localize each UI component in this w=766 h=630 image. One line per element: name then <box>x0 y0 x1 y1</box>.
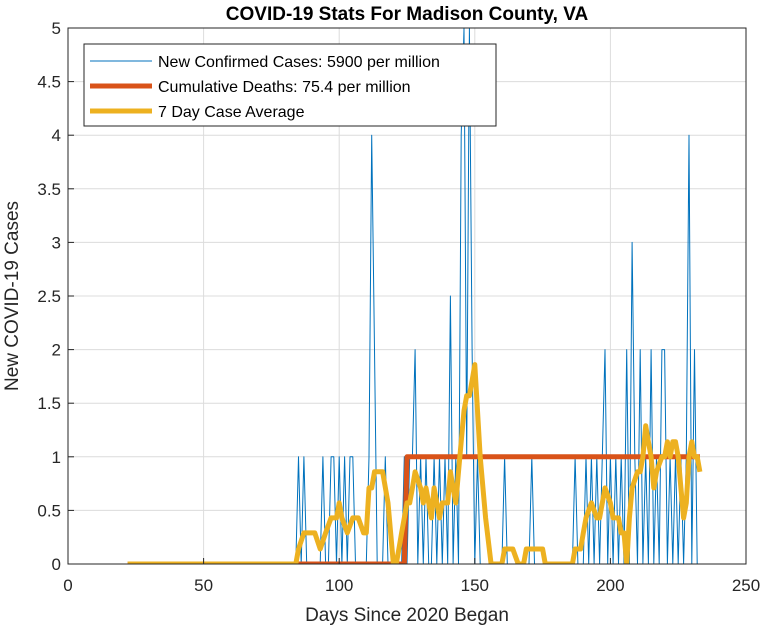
legend-box <box>83 43 497 127</box>
y-tick-label: 0.5 <box>37 501 61 520</box>
x-tick-label: 250 <box>732 576 760 595</box>
ticks: 0 50 100 150 200 250 0 0.5 1 1.5 2 2.5 3 3.5 4 4.5 5 <box>37 19 760 595</box>
legend-label-deaths: Cumulative Deaths: 75.4 per million <box>158 79 411 96</box>
legend-label-new-cases: New Confirmed Cases: 5900 per million <box>158 54 440 71</box>
series-layer <box>127 28 703 564</box>
series-new-confirmed-cases <box>127 28 700 564</box>
legend-label-average: 7 Day Case Average <box>158 104 305 121</box>
y-tick-label: 2.5 <box>37 287 61 306</box>
legend: New Confirmed Cases: 5900 per million Cu… <box>83 43 497 127</box>
y-tick-label: 3 <box>52 233 61 252</box>
y-tick-label: 0 <box>52 555 61 574</box>
x-tick-label: 50 <box>194 576 213 595</box>
x-axis-label: Days Since 2020 Began <box>305 605 509 626</box>
y-tick-label: 3.5 <box>37 180 61 199</box>
y-tick-label: 4.5 <box>37 73 61 92</box>
y-tick-label: 1.5 <box>37 394 61 413</box>
x-tick-label: 150 <box>461 576 489 595</box>
chart-title: COVID-19 Stats For Madison County, VA <box>226 4 589 25</box>
y-tick-label: 4 <box>52 126 61 145</box>
y-tick-label: 5 <box>52 19 61 38</box>
x-tick-label: 100 <box>325 576 353 595</box>
x-tick-label: 200 <box>596 576 624 595</box>
y-axis-label: New COVID-19 Cases <box>2 201 23 391</box>
y-tick-label: 2 <box>52 341 61 360</box>
y-tick-label: 1 <box>52 448 61 467</box>
x-tick-label: 0 <box>63 576 72 595</box>
series-7-day-average <box>127 362 703 564</box>
